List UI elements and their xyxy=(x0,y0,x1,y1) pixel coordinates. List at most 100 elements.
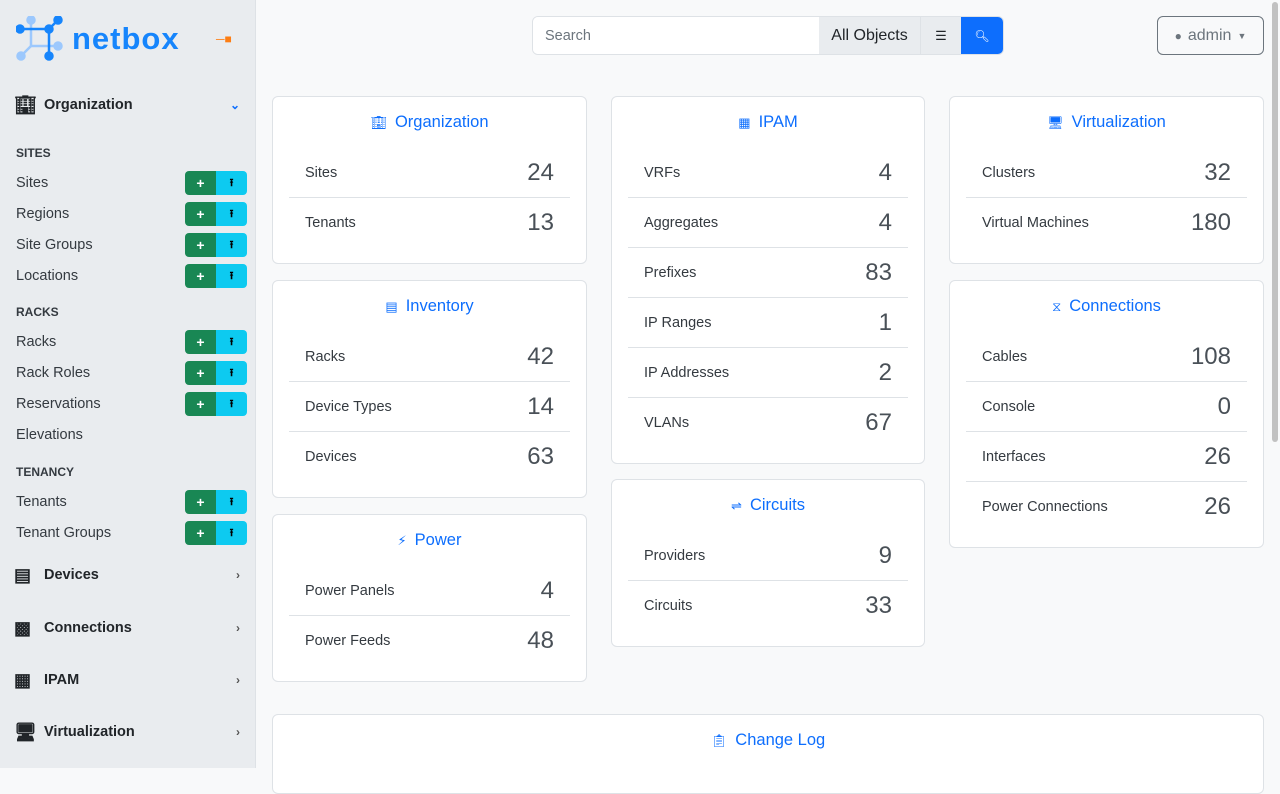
add-button[interactable]: + xyxy=(185,264,216,288)
card-title[interactable]: Inventory xyxy=(405,297,474,315)
sidebar-section-devices[interactable]: ▤ Devices › xyxy=(14,565,240,585)
stat-label[interactable]: Tenants xyxy=(305,215,356,231)
stat-row[interactable]: Power Feeds 48 xyxy=(289,616,570,666)
stat-label[interactable]: Racks xyxy=(305,348,346,365)
import-button[interactable]: ⭱ xyxy=(216,233,247,257)
sidebar-item-locations[interactable]: Locations + ⭱ xyxy=(16,264,247,288)
stat-label[interactable]: Interfaces xyxy=(982,448,1046,465)
stat-count: 26 xyxy=(1204,493,1231,520)
stat-row[interactable]: Prefixes 83 xyxy=(628,248,908,298)
brand-name: netbox xyxy=(72,21,180,56)
stat-label[interactable]: Virtual Machines xyxy=(982,215,1089,231)
sidebar-section-connections[interactable]: ▩ Connections › xyxy=(14,618,240,638)
sidebar-section-virtualization[interactable]: 🖥︎ Virtualization › xyxy=(14,722,240,742)
stat-label[interactable]: IP Addresses xyxy=(644,364,730,381)
stat-label[interactable]: Sites xyxy=(305,164,338,181)
stat-row[interactable]: IP Ranges 1 xyxy=(628,298,908,348)
search-scope-select[interactable]: All Objects xyxy=(819,17,920,54)
user-menu-button[interactable]: ● admin ▼ xyxy=(1157,16,1264,55)
stat-row[interactable]: Devices 63 xyxy=(289,432,570,482)
sidebar-item-racks[interactable]: Racks + ⭱ xyxy=(16,330,247,354)
search-button[interactable]: 🔍︎ xyxy=(961,17,1003,54)
stat-label[interactable]: Device Types xyxy=(305,398,392,415)
stat-row[interactable]: Power Panels 4 xyxy=(289,566,570,616)
stat-count: 26 xyxy=(1204,442,1231,470)
chevron-right-icon: › xyxy=(236,621,240,635)
card-title[interactable]: Virtualization xyxy=(1071,113,1166,131)
stat-row[interactable]: Circuits 33 xyxy=(628,581,908,631)
import-button[interactable]: ⭱ xyxy=(216,521,247,545)
stat-label[interactable]: VRFs xyxy=(644,164,681,181)
stat-row[interactable]: VRFs 4 xyxy=(628,148,908,198)
stat-label[interactable]: Console xyxy=(982,398,1036,415)
sidebar-item-site-groups[interactable]: Site Groups + ⭱ xyxy=(16,233,247,257)
stat-row[interactable]: Tenants 13 xyxy=(289,198,570,248)
user-icon: ● xyxy=(1174,28,1182,43)
sidebar-item-rack-roles[interactable]: Rack Roles + ⭱ xyxy=(16,361,247,385)
import-button[interactable]: ⭱ xyxy=(216,264,247,288)
add-button[interactable]: + xyxy=(185,361,216,385)
stat-label[interactable]: Circuits xyxy=(644,598,693,614)
stat-label[interactable]: Devices xyxy=(305,449,357,465)
filter-icon[interactable]: ☰ xyxy=(920,17,961,54)
sidebar-section-ipam[interactable]: ▦ IPAM › xyxy=(14,670,240,690)
sidebar-item-reservations[interactable]: Reservations + ⭱ xyxy=(16,392,247,416)
add-button[interactable]: + xyxy=(185,171,216,195)
sidebar-item-sites[interactable]: Sites + ⭱ xyxy=(16,171,247,195)
stat-label[interactable]: VLANs xyxy=(644,415,690,431)
netbox-logo[interactable]: netbox xyxy=(16,16,180,62)
stat-row[interactable]: Cables 108 xyxy=(966,332,1247,382)
import-button[interactable]: ⭱ xyxy=(216,490,247,514)
card-title[interactable]: Power xyxy=(414,531,462,549)
stat-label[interactable]: Prefixes xyxy=(644,264,697,281)
stat-label[interactable]: Power Panels xyxy=(305,582,395,599)
add-button[interactable]: + xyxy=(185,330,216,354)
import-button[interactable]: ⭱ xyxy=(216,330,247,354)
stat-label[interactable]: Aggregates xyxy=(644,214,719,231)
stat-label[interactable]: Clusters xyxy=(982,164,1036,181)
pin-icon[interactable]: ─■ xyxy=(216,32,232,46)
stat-row[interactable]: Sites 24 xyxy=(289,148,570,198)
sidebar-item-regions[interactable]: Regions + ⭱ xyxy=(16,202,247,226)
sidebar-section-organization[interactable]: 🏢︎ Organization ⌄ xyxy=(14,95,240,115)
import-button[interactable]: ⭱ xyxy=(216,171,247,195)
card-title[interactable]: Connections xyxy=(1069,297,1161,315)
import-button[interactable]: ⭱ xyxy=(216,202,247,226)
sidebar-item-tenants[interactable]: Tenants + ⭱ xyxy=(16,490,247,514)
stat-label[interactable]: Cables xyxy=(982,348,1028,365)
chevron-right-icon: › xyxy=(236,568,240,582)
import-button[interactable]: ⭱ xyxy=(216,392,247,416)
card-title[interactable]: Organization xyxy=(394,113,489,131)
sidebar: netbox ─■ 🏢︎ Organization ⌄ ▤ Devices › ▩ Conne… xyxy=(0,0,256,768)
card-title[interactable]: Circuits xyxy=(749,496,805,514)
stat-row[interactable]: Device Types 14 xyxy=(289,382,570,432)
stat-row[interactable]: Clusters 32 xyxy=(966,148,1247,198)
stat-label[interactable]: IP Ranges xyxy=(644,314,712,331)
stat-row[interactable]: Interfaces 26 xyxy=(966,432,1247,482)
stat-row[interactable]: Power Connections 26 xyxy=(966,482,1247,532)
add-button[interactable]: + xyxy=(185,521,216,545)
stat-count: 32 xyxy=(1204,158,1231,186)
add-button[interactable]: + xyxy=(185,202,216,226)
stat-row[interactable]: Console 0 xyxy=(966,382,1247,432)
card-title[interactable]: Change Log xyxy=(735,731,826,749)
stat-row[interactable]: VLANs 67 xyxy=(628,398,908,448)
stat-label[interactable]: Providers xyxy=(644,547,706,564)
import-button[interactable]: ⭱ xyxy=(216,361,247,385)
search-input[interactable] xyxy=(533,17,819,54)
add-button[interactable]: + xyxy=(185,233,216,257)
add-button[interactable]: + xyxy=(185,392,216,416)
stat-row[interactable]: Racks 42 xyxy=(289,332,570,382)
sidebar-item-elevations[interactable]: Elevations xyxy=(16,427,83,443)
stat-label[interactable]: Power Connections xyxy=(982,499,1108,515)
building-icon: 🏢︎ xyxy=(14,95,37,115)
add-button[interactable]: + xyxy=(185,490,216,514)
sidebar-item-tenant-groups[interactable]: Tenant Groups + ⭱ xyxy=(16,521,247,545)
stat-row[interactable]: Virtual Machines 180 xyxy=(966,198,1247,248)
stat-row[interactable]: Aggregates 4 xyxy=(628,198,908,248)
scrollbar[interactable] xyxy=(1272,2,1278,442)
stat-row[interactable]: Providers 9 xyxy=(628,531,908,581)
stat-label[interactable]: Power Feeds xyxy=(305,633,391,649)
stat-row[interactable]: IP Addresses 2 xyxy=(628,348,908,398)
card-title[interactable]: IPAM xyxy=(758,113,798,131)
